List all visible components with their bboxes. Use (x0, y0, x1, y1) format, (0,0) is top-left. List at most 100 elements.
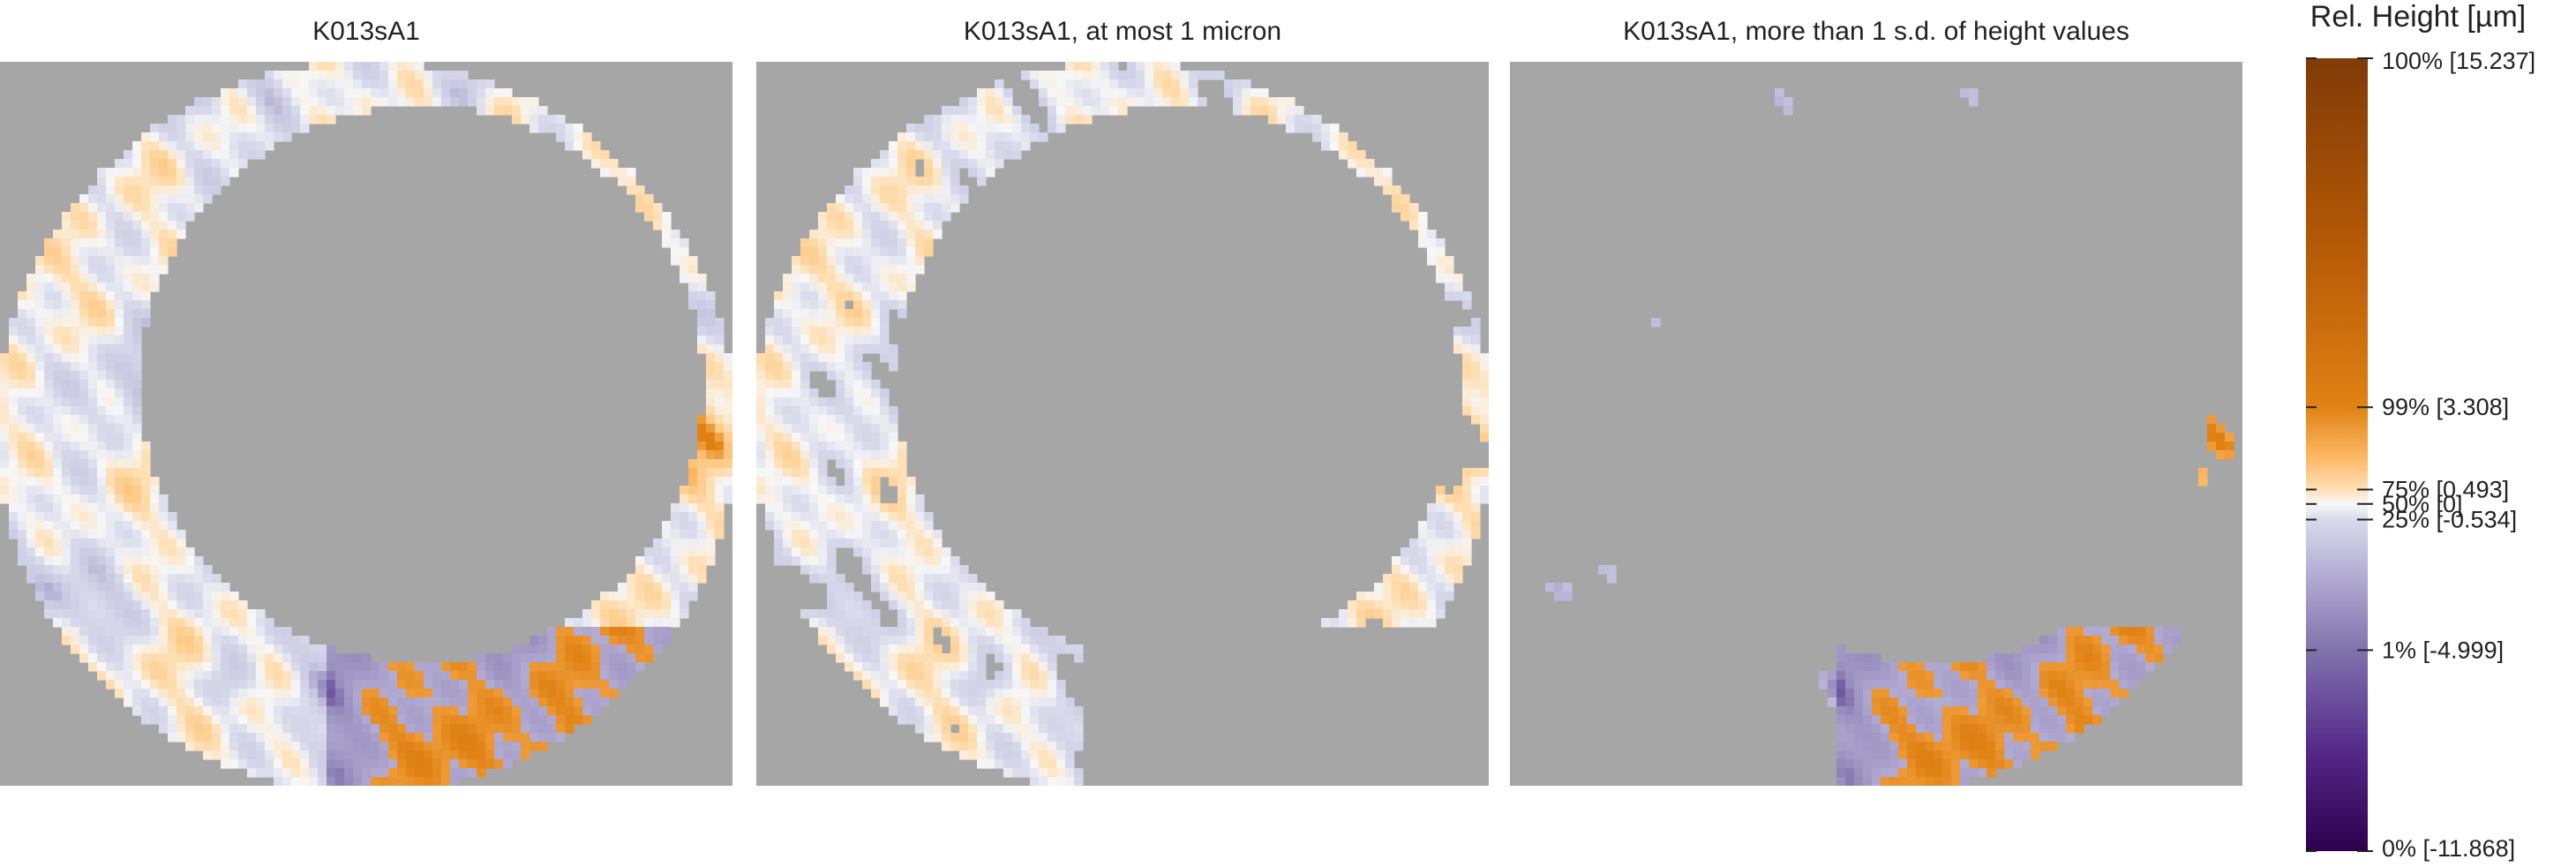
height-cell (715, 494, 725, 504)
height-cell (836, 450, 845, 460)
height-cell (1392, 592, 1401, 601)
height-cell (221, 159, 230, 169)
height-cell (880, 636, 890, 645)
height-cell (574, 636, 583, 645)
height-cell (871, 406, 881, 416)
height-cell (159, 574, 169, 584)
height-cell (124, 265, 133, 275)
height-cell (1012, 742, 1022, 751)
height-cell (818, 309, 828, 319)
height-cell (115, 362, 124, 372)
height-cell (1898, 742, 1908, 751)
height-cell (1012, 768, 1022, 778)
height-cell (79, 424, 89, 434)
height-cell (468, 724, 477, 734)
height-cell (1942, 706, 1952, 716)
height-cell (609, 662, 619, 672)
height-cell (168, 547, 177, 557)
height-cell (968, 636, 978, 645)
height-cell (836, 521, 845, 531)
height-cell (335, 759, 345, 769)
height-cell (644, 194, 654, 204)
height-cell (897, 177, 907, 186)
height-cell (79, 291, 89, 301)
height-cell (2048, 742, 2058, 751)
height-cell (915, 238, 925, 248)
height-cell (765, 406, 775, 416)
height-cell (1819, 680, 1829, 690)
height-cell (871, 433, 881, 442)
height-cell (1845, 706, 1855, 716)
height-cell (845, 662, 854, 672)
height-cell (159, 715, 169, 725)
height-cell (724, 468, 732, 478)
height-cell (1969, 733, 1979, 743)
height-cell (88, 318, 98, 328)
height-cell (168, 653, 177, 663)
height-cell (862, 397, 872, 407)
height-cell (150, 486, 160, 495)
height-cell (88, 265, 98, 275)
panel-beyond-1-sd: K013sA1, more than 1 s.d. of height valu… (1510, 17, 2242, 786)
height-cell (783, 388, 792, 398)
height-cell (1224, 79, 1234, 89)
height-cell (88, 212, 98, 222)
height-cell (880, 433, 890, 442)
height-cell (538, 671, 548, 681)
height-cell (450, 671, 460, 681)
height-cell (265, 88, 274, 98)
height-cell (827, 309, 837, 319)
height-cell (697, 415, 707, 425)
height-cell (353, 777, 363, 786)
height-cell (880, 344, 890, 354)
height-cell (212, 733, 222, 743)
height-cell (18, 503, 27, 513)
height-cell (942, 680, 951, 690)
height-cell (1127, 62, 1137, 72)
height-cell (680, 265, 689, 275)
height-cell (141, 283, 151, 292)
height-cell (862, 406, 872, 416)
height-cell (889, 697, 898, 707)
height-cell (353, 671, 363, 681)
height-cell (1942, 662, 1952, 672)
height-cell (1462, 388, 1472, 398)
height-cell (79, 503, 89, 513)
height-cell (618, 680, 627, 690)
height-cell (1934, 733, 1943, 743)
height-cell (538, 742, 548, 751)
height-cell (995, 724, 1004, 734)
height-cell (959, 583, 969, 592)
height-cell (2039, 689, 2049, 698)
height-cell (71, 353, 80, 363)
height-cell (845, 539, 854, 548)
height-cell (871, 300, 881, 310)
height-cell (706, 415, 716, 425)
height-cell (986, 106, 995, 116)
height-cell (309, 759, 319, 769)
height-cell (2022, 750, 2032, 760)
height-cell (1065, 115, 1075, 124)
height-cell (1471, 521, 1481, 531)
height-cell (79, 539, 89, 548)
height-cell (415, 697, 424, 707)
height-cell (415, 742, 424, 751)
height-cell (265, 733, 274, 743)
height-cell (97, 574, 107, 584)
height-cell (53, 450, 63, 460)
height-cell (150, 159, 160, 169)
height-cell (71, 247, 80, 257)
height-cell (1969, 750, 1979, 760)
height-cell (627, 177, 636, 186)
height-cell (1048, 645, 1057, 654)
height-cell (35, 468, 45, 478)
height-cell (212, 750, 222, 760)
height-cell (809, 547, 819, 557)
height-cell (274, 724, 283, 734)
height-cell (950, 185, 960, 195)
height-cell (547, 645, 557, 654)
height-cell (221, 124, 230, 133)
height-cell (300, 106, 310, 116)
height-cell (933, 230, 943, 239)
height-cell (1872, 680, 1881, 690)
